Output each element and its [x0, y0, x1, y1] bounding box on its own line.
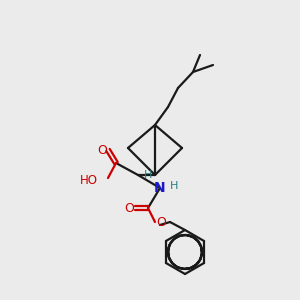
Text: N: N — [154, 181, 166, 195]
Text: O: O — [97, 143, 107, 157]
Text: H: H — [144, 170, 152, 180]
Text: H: H — [170, 181, 178, 191]
Text: O: O — [156, 215, 166, 229]
Text: O: O — [124, 202, 134, 214]
Text: HO: HO — [80, 173, 98, 187]
